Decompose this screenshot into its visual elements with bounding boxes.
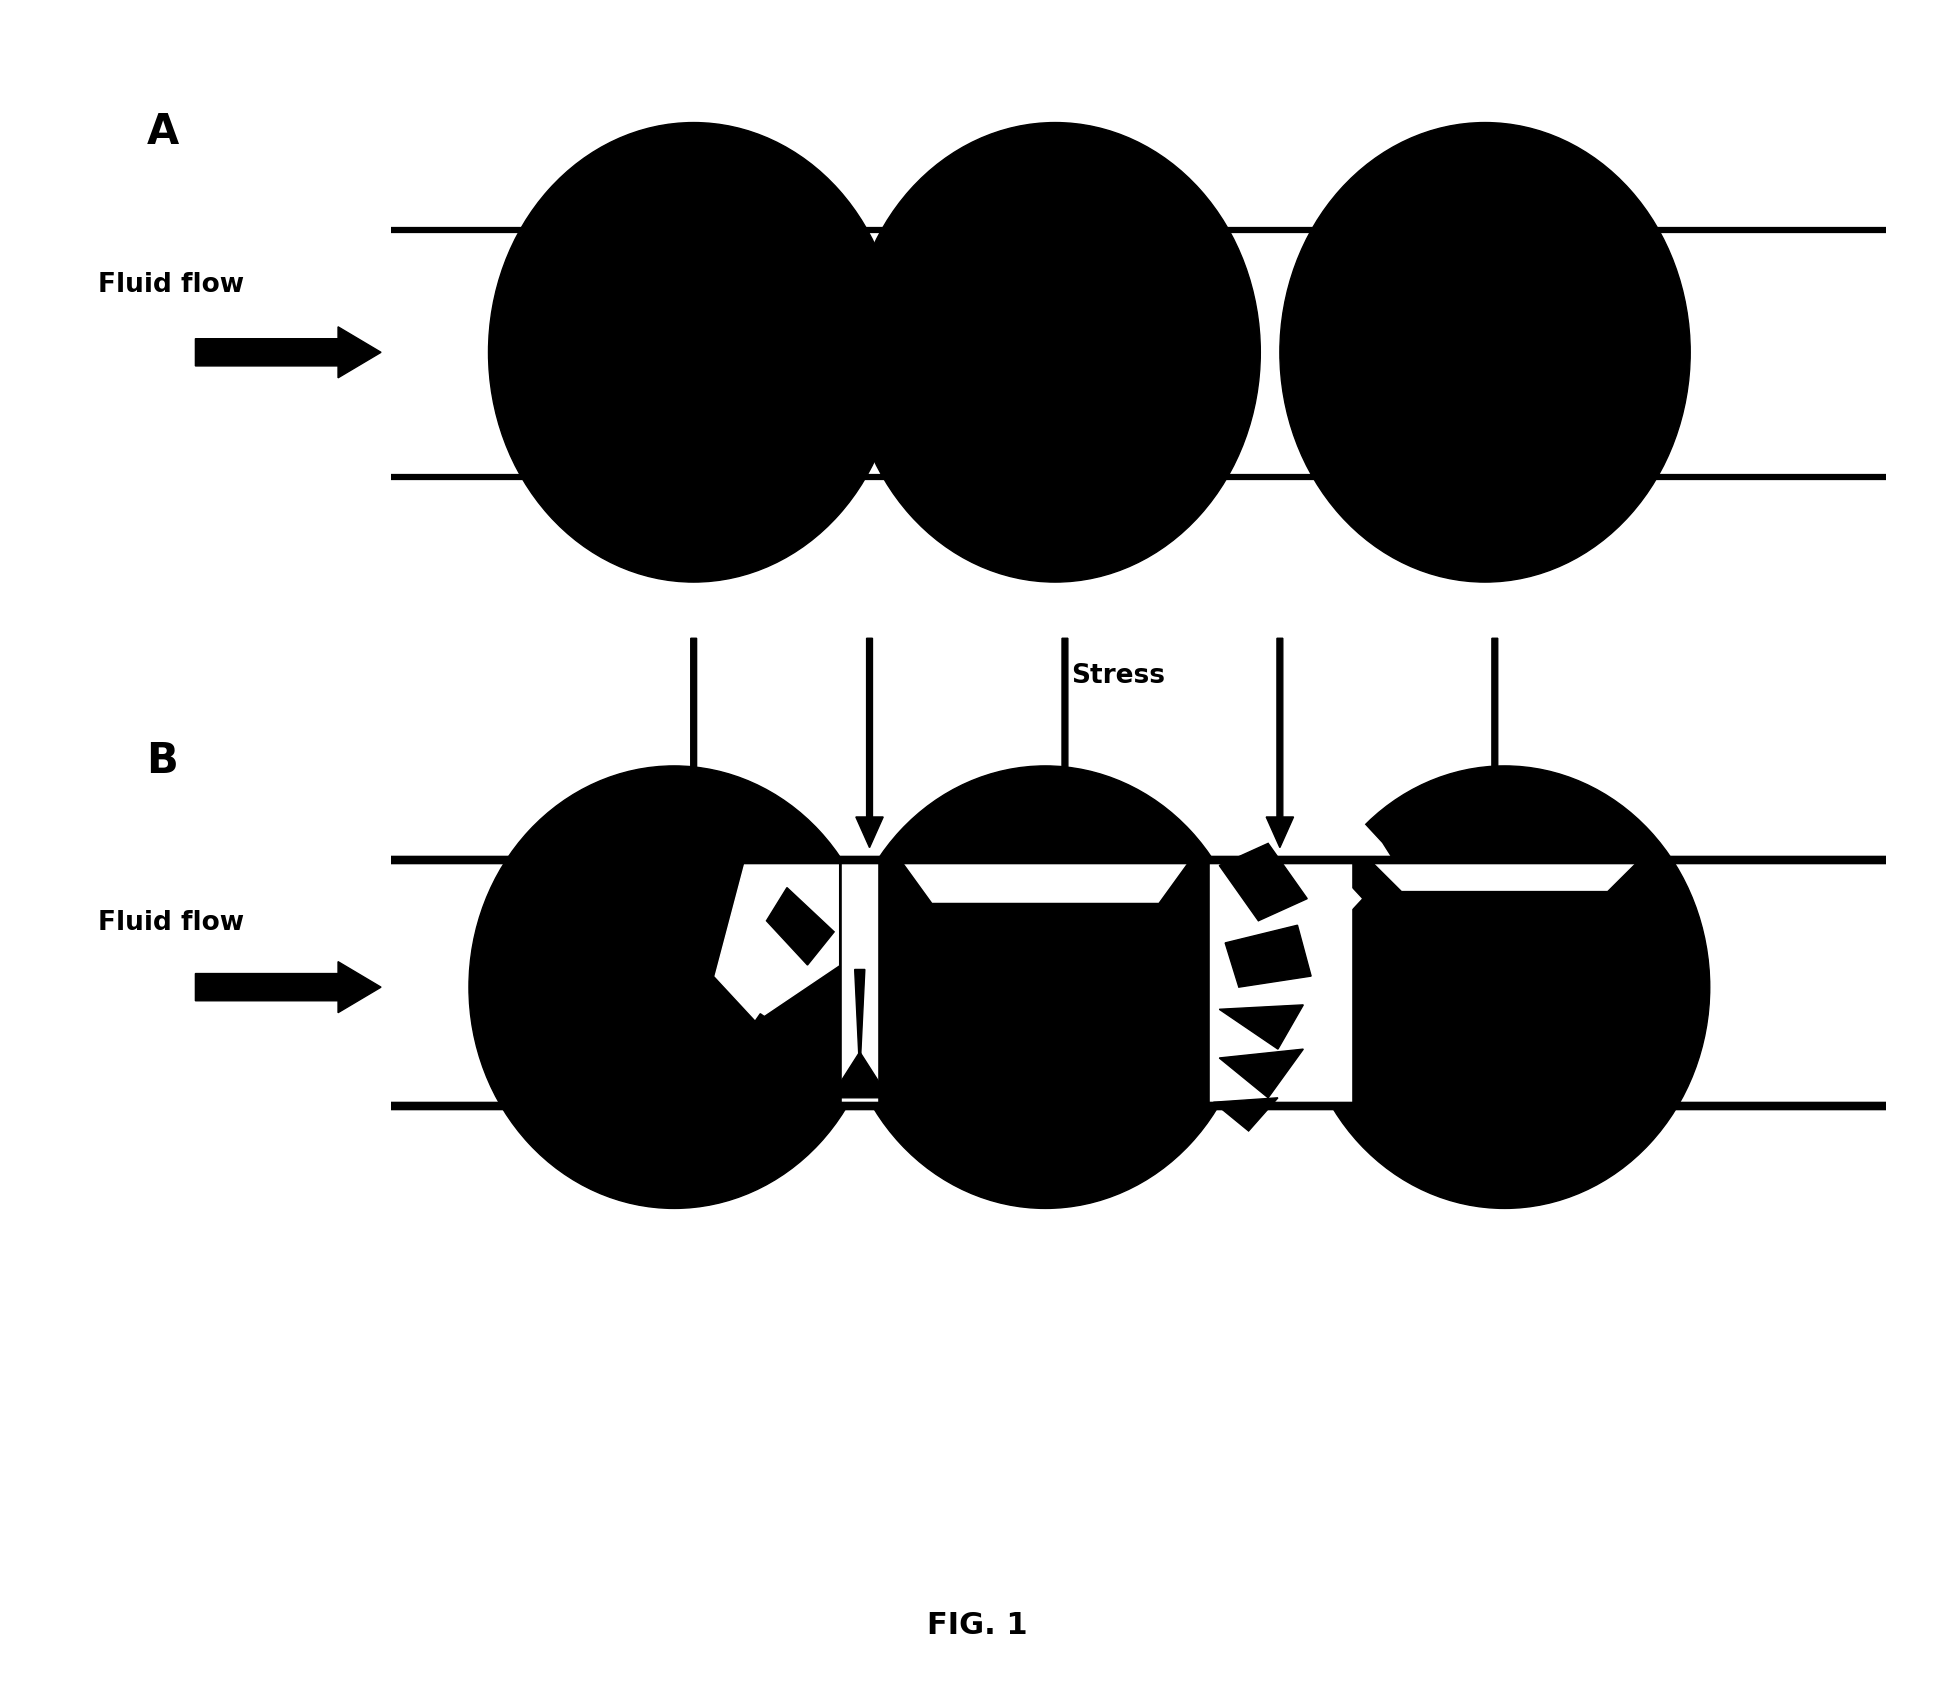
FancyArrow shape <box>195 962 381 1013</box>
FancyArrow shape <box>856 638 883 848</box>
Polygon shape <box>1210 860 1350 1106</box>
Polygon shape <box>1225 926 1311 987</box>
FancyArrow shape <box>1481 638 1508 848</box>
Polygon shape <box>1321 810 1391 943</box>
Polygon shape <box>854 970 866 1076</box>
Polygon shape <box>1372 860 1637 890</box>
Polygon shape <box>1219 1048 1303 1098</box>
Polygon shape <box>1219 1004 1303 1048</box>
Polygon shape <box>1219 844 1307 921</box>
Polygon shape <box>735 1014 801 1076</box>
Ellipse shape <box>1299 766 1710 1208</box>
Polygon shape <box>903 860 1188 902</box>
Text: Fluid flow: Fluid flow <box>98 272 244 298</box>
Polygon shape <box>715 860 838 1021</box>
FancyArrow shape <box>195 327 381 378</box>
Polygon shape <box>766 888 834 965</box>
Polygon shape <box>1213 1098 1278 1132</box>
Polygon shape <box>830 1052 889 1098</box>
FancyArrow shape <box>680 638 707 848</box>
Ellipse shape <box>850 123 1260 582</box>
Text: A: A <box>147 111 180 153</box>
FancyArrow shape <box>1051 638 1079 848</box>
Ellipse shape <box>1280 123 1690 582</box>
Text: Fluid flow: Fluid flow <box>98 911 244 936</box>
Polygon shape <box>842 860 877 1106</box>
Ellipse shape <box>488 123 899 582</box>
Text: B: B <box>147 740 178 783</box>
Ellipse shape <box>469 766 879 1208</box>
Text: FIG. 1: FIG. 1 <box>926 1610 1028 1641</box>
FancyArrow shape <box>1266 638 1294 848</box>
Ellipse shape <box>840 766 1251 1208</box>
Text: Stress: Stress <box>1071 664 1165 689</box>
